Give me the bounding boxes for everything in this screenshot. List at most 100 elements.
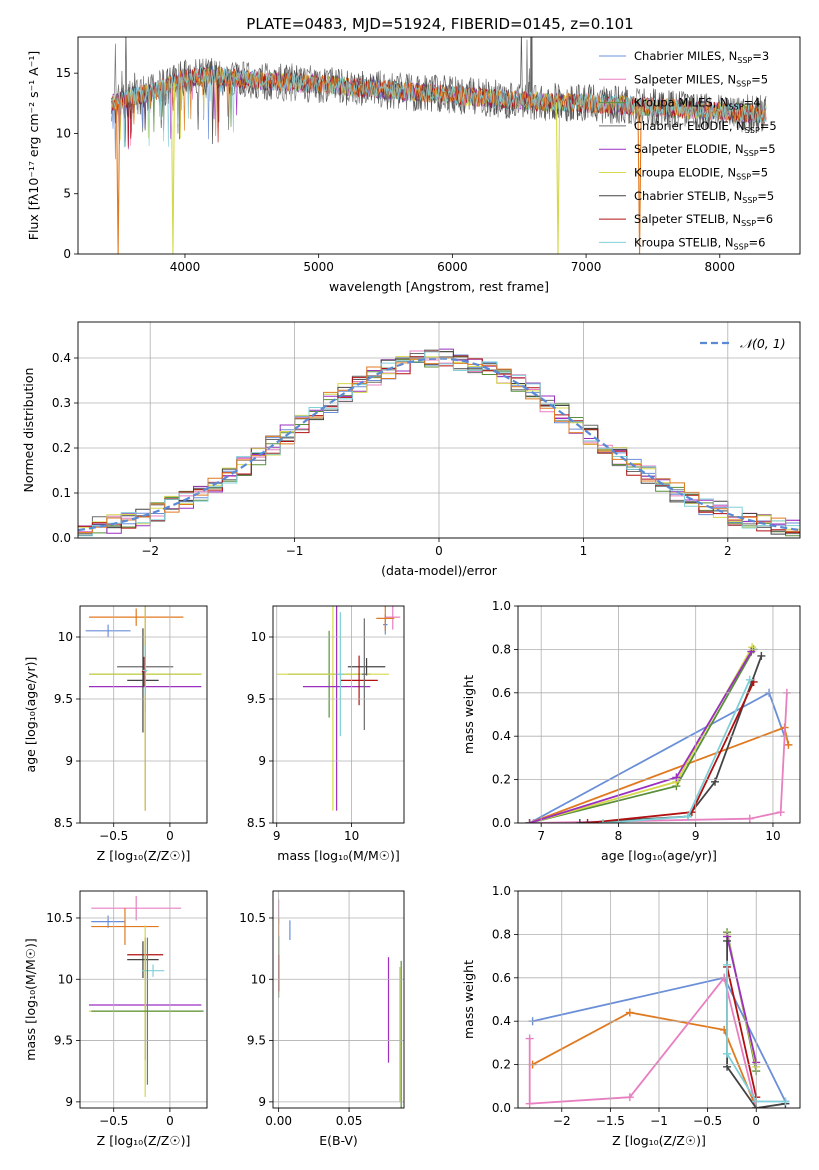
y-axis-label: Normed distribution bbox=[21, 368, 36, 493]
errorbar-point bbox=[91, 895, 182, 921]
data-point-marker bbox=[529, 819, 538, 823]
data-point-marker bbox=[723, 1049, 732, 1058]
x-tick-label: −2 bbox=[141, 544, 159, 558]
y-tick-label: 10 bbox=[251, 630, 266, 644]
errorbar-point bbox=[85, 624, 131, 637]
y-tick-label: 0.0 bbox=[52, 531, 71, 545]
y-tick-label: 0.4 bbox=[52, 351, 71, 365]
x-axis-label: Z [log₁₀(Z/Z☉)] bbox=[97, 1133, 191, 1148]
x-tick-label: 6000 bbox=[437, 260, 468, 274]
y-tick-label: 10 bbox=[56, 126, 71, 140]
x-tick-label: 0 bbox=[435, 544, 443, 558]
axes-frame bbox=[272, 890, 405, 1109]
y-tick-label: 8.5 bbox=[54, 816, 73, 830]
y-tick-label: 9 bbox=[65, 754, 73, 768]
data-point-marker bbox=[784, 740, 793, 749]
data-point-marker bbox=[525, 1034, 534, 1043]
data-point-marker bbox=[781, 1097, 790, 1106]
y-tick-label: 15 bbox=[56, 66, 71, 80]
data-point-marker bbox=[625, 1008, 634, 1017]
errorbar-point bbox=[385, 606, 401, 630]
age_vs_Z-chart: −0.5 0 8.5 9 9.5 10 Z [log₁₀(Z/Z☉)] age [log₁₀(… bbox=[23, 605, 208, 863]
x-tick-label: 5000 bbox=[303, 260, 334, 274]
x-tick-label: −0.5 bbox=[99, 1114, 128, 1128]
data-point-marker bbox=[723, 936, 732, 945]
x-axis-label: wavelength [Angstrom, rest frame] bbox=[329, 279, 549, 294]
y-axis-label: mass weight bbox=[461, 675, 476, 754]
age_vs_Z-plot-area bbox=[85, 606, 202, 811]
mass-weight-series-line bbox=[726, 936, 758, 1063]
x-tick-label: 7000 bbox=[571, 260, 602, 274]
mass-weight-series-line bbox=[532, 1011, 758, 1108]
legend-label: Chabrier STELIB, NSSP=5 bbox=[634, 189, 774, 205]
errorbar-point bbox=[302, 606, 371, 811]
mass-weight-series-line bbox=[602, 679, 751, 823]
x-tick-label: 10 bbox=[765, 829, 780, 843]
data-point-marker bbox=[747, 647, 756, 656]
errorbar-point bbox=[276, 606, 390, 811]
y-tick-label: 0.8 bbox=[492, 927, 511, 941]
x-tick-label: 9 bbox=[692, 829, 700, 843]
spectrum-legend: Chabrier MILES, NSSP=3 Salpeter MILES, NS… bbox=[599, 49, 777, 251]
y-tick-label: 0.1 bbox=[52, 486, 71, 500]
legend-label: Chabrier MILES, NSSP=3 bbox=[634, 49, 769, 65]
spectrum-dropout bbox=[637, 106, 642, 254]
mass-weight-series-line bbox=[533, 692, 788, 823]
spectrum-series-line bbox=[111, 66, 767, 148]
x-tick-label: −1.5 bbox=[596, 1114, 625, 1128]
y-tick-label: 0.6 bbox=[492, 971, 511, 985]
y-tick-label: 8.5 bbox=[247, 816, 266, 830]
x-tick-label: −0.5 bbox=[693, 1114, 722, 1128]
x-axis-label: Z [log₁₀(Z/Z☉)] bbox=[612, 1133, 706, 1148]
mass-weight-series-line bbox=[529, 726, 790, 823]
mass_vs_EBV-chart: 0.00 0.05 9 9.5 10 10.5 E(B-V) bbox=[239, 890, 405, 1148]
x-tick-label: 8000 bbox=[705, 260, 736, 274]
y-tick-label: 10 bbox=[251, 972, 266, 986]
mass_vs_Z-plot-area bbox=[88, 895, 204, 1097]
x-tick-label: −1 bbox=[650, 1114, 668, 1128]
y-tick-label: 0.2 bbox=[492, 1058, 511, 1072]
spectrum-plot-area bbox=[111, 37, 767, 254]
y-tick-label: 9 bbox=[65, 1095, 73, 1109]
x-axis-label: age [log₁₀(age/yr)] bbox=[601, 848, 717, 863]
data-point-marker bbox=[583, 819, 592, 823]
y-tick-label: 9 bbox=[258, 1095, 266, 1109]
errorbar-point bbox=[127, 628, 159, 733]
axes-frame bbox=[79, 605, 208, 824]
legend-label: Chabrier ELODIE, NSSP=5 bbox=[634, 119, 777, 135]
x-tick-label: 0 bbox=[166, 829, 174, 843]
errorbar-point bbox=[340, 655, 378, 706]
data-point-marker bbox=[776, 808, 785, 817]
spectrum-chart: 4000 5000 6000 7000 8000 0 5 10 15 wavelength [An… bbox=[26, 36, 801, 294]
y-tick-label: 0.4 bbox=[492, 729, 511, 743]
age_vs_mass-plot-area bbox=[276, 606, 401, 811]
y-axis-label: mass [log₁₀(M/M☉)] bbox=[23, 938, 38, 1060]
legend-label: Salpeter STELIB, NSSP=6 bbox=[634, 212, 773, 228]
y-tick-label: 0.0 bbox=[492, 1101, 511, 1115]
legend-label: Kroupa MILES, NSSP=4 bbox=[634, 96, 760, 112]
axes-frame bbox=[517, 605, 801, 824]
data-point-marker bbox=[575, 819, 584, 823]
data-point-marker bbox=[525, 819, 534, 823]
x-tick-label: 2 bbox=[724, 544, 732, 558]
x-tick-label: 7 bbox=[537, 829, 545, 843]
data-point-marker bbox=[723, 960, 732, 969]
y-axis-label: age [log₁₀(age/yr)] bbox=[23, 657, 38, 773]
errorbar-point bbox=[88, 608, 184, 626]
mass-weight-series-line bbox=[529, 691, 786, 823]
errorbar-point bbox=[127, 941, 159, 979]
mass_vs_Z-chart: −0.5 0 9 9.5 10 10.5 Z [log₁₀(Z/Z☉)] mass [log₁… bbox=[23, 890, 208, 1148]
axes-frame bbox=[77, 36, 801, 255]
mass_vs_EBV-plot-area bbox=[278, 899, 402, 1108]
mass-weight-series-line bbox=[726, 966, 758, 1098]
errorbar-point bbox=[91, 915, 125, 928]
age_vs_mass-chart: 9 10 8.5 9 9.5 10 mass [log₁₀(M/M☉)] bbox=[247, 605, 405, 863]
legend-label: Salpeter ELODIE, NSSP=5 bbox=[634, 142, 776, 158]
x-tick-label: 9 bbox=[273, 829, 281, 843]
errorbar-point bbox=[376, 606, 395, 631]
y-tick-label: 10 bbox=[58, 972, 73, 986]
x-axis-label: (data-model)/error bbox=[381, 563, 498, 578]
axes-frame bbox=[77, 321, 801, 539]
y-tick-label: 1.0 bbox=[492, 599, 511, 613]
